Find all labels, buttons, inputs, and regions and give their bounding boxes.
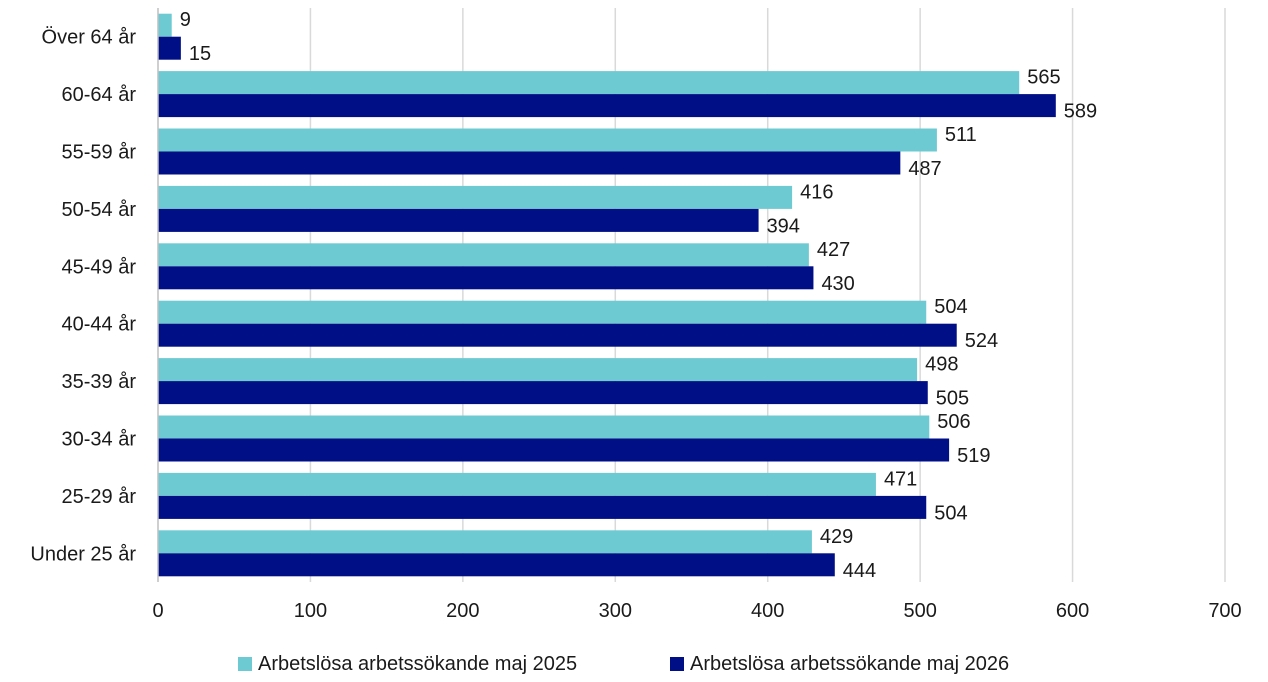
category-label: Över 64 år (42, 27, 137, 49)
bar (158, 94, 1056, 118)
bar (158, 36, 181, 60)
data-label: 444 (843, 560, 876, 582)
bars (158, 13, 1056, 577)
legend: Arbetslösa arbetssökande maj 2025 Arbetsl… (238, 653, 1009, 675)
bar (158, 185, 793, 209)
bar (158, 530, 812, 554)
category-label: 45-49 år (62, 256, 137, 278)
category-label: 60-64 år (62, 84, 137, 106)
x-tick-label: 500 (903, 600, 936, 622)
x-tick-label: 0 (152, 600, 163, 622)
bar (158, 300, 927, 324)
bar (158, 323, 957, 347)
data-label: 487 (908, 158, 941, 180)
category-label: 55-59 år (62, 142, 137, 164)
x-tick-label: 700 (1208, 600, 1241, 622)
category-label: 30-34 år (62, 429, 137, 451)
legend-label: Arbetslösa arbetssökande maj 2025 (258, 653, 577, 675)
bar (158, 71, 1020, 95)
data-label: 471 (884, 468, 917, 490)
bar (158, 151, 901, 175)
data-label: 429 (820, 526, 853, 548)
x-tick-label: 400 (751, 600, 784, 622)
bar (158, 128, 937, 152)
bar (158, 358, 918, 382)
data-label: 505 (936, 388, 969, 410)
bar (158, 266, 814, 290)
bar (158, 243, 809, 267)
data-label: 416 (800, 181, 833, 203)
legend-swatch (670, 657, 684, 671)
bar (158, 472, 876, 496)
data-label: 430 (821, 273, 854, 295)
data-label: 524 (965, 330, 998, 352)
bar (158, 13, 172, 37)
category-label: Under 25 år (30, 543, 136, 565)
bar (158, 208, 759, 232)
bar (158, 438, 950, 462)
data-label: 519 (957, 445, 990, 467)
data-label: 511 (945, 124, 977, 146)
data-label: 427 (817, 239, 850, 261)
category-label: 50-54 år (62, 199, 137, 221)
data-label: 504 (934, 296, 967, 318)
bar (158, 553, 835, 577)
x-tick-label: 600 (1056, 600, 1089, 622)
data-label: 589 (1064, 101, 1097, 123)
data-label: 565 (1027, 67, 1060, 89)
data-label: 506 (937, 411, 970, 433)
data-label: 504 (934, 502, 967, 524)
data-label: 498 (925, 354, 958, 376)
bar (158, 415, 930, 439)
x-tick-label: 200 (446, 600, 479, 622)
category-label: 35-39 år (62, 371, 137, 393)
bar (158, 381, 928, 405)
labels: 0 100 200 300 400 500 600 700 Över 64 år 9 15 60-64… (30, 9, 1241, 622)
legend-swatch (238, 657, 252, 671)
data-label: 15 (189, 43, 211, 65)
bar (158, 495, 927, 519)
data-label: 394 (767, 215, 800, 237)
x-tick-label: 100 (294, 600, 327, 622)
x-tick-label: 300 (599, 600, 632, 622)
data-label: 9 (180, 9, 191, 31)
legend-label: Arbetslösa arbetssökande maj 2026 (690, 653, 1009, 675)
category-label: 40-44 år (62, 314, 137, 336)
category-label: 25-29 år (62, 486, 137, 508)
